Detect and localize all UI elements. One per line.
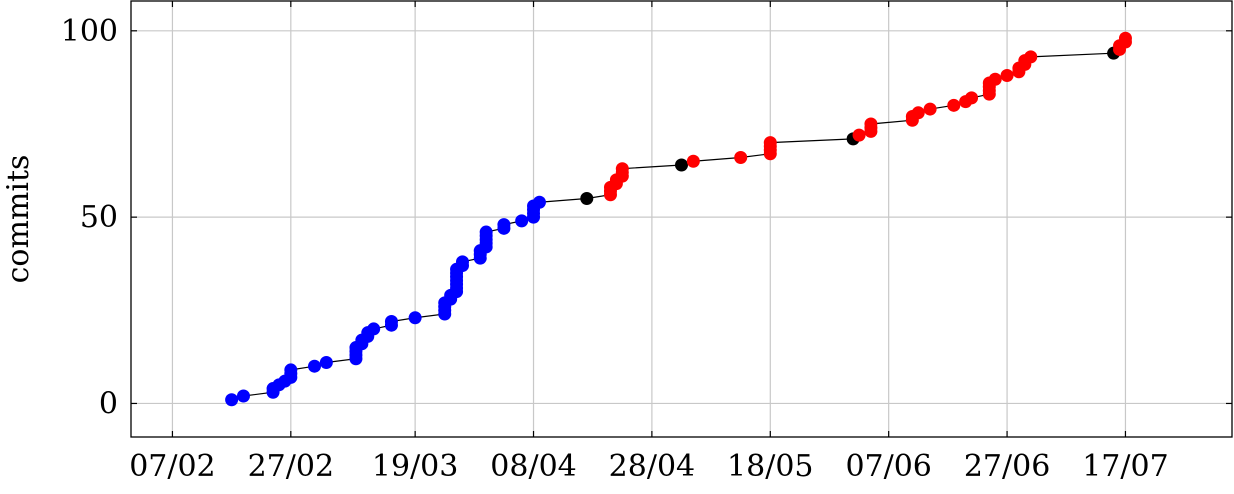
y-tick-label: 100 [61, 14, 118, 49]
data-point [1024, 50, 1038, 64]
x-tick-labels: 07/02 27/02 19/03 08/04 28/04 18/05 07/06 27/06… [129, 449, 1168, 484]
data-point [479, 225, 493, 239]
data-point [580, 192, 594, 205]
x-tick-label: 19/03 [372, 449, 458, 484]
data-point [864, 117, 878, 131]
data-point [686, 154, 700, 168]
data-point [965, 91, 979, 105]
x-tick-label: 27/02 [248, 449, 334, 484]
plot-frame [130, 0, 1233, 438]
data-point [532, 195, 546, 209]
x-tick-label: 28/04 [609, 449, 695, 484]
data-point [515, 214, 529, 228]
data-point [384, 314, 398, 328]
data-point [734, 151, 748, 165]
data-point [675, 158, 688, 172]
x-tick-label: 07/02 [129, 449, 215, 484]
data-point [763, 136, 777, 150]
data-point [947, 98, 961, 112]
x-tick-label: 08/04 [490, 449, 576, 484]
data-points [225, 31, 1132, 407]
x-tick-label: 18/05 [727, 449, 813, 484]
y-axis-label: commits [1, 155, 36, 284]
data-point [923, 102, 937, 116]
y-tick-label: 0 [99, 386, 118, 421]
x-tick-label: 17/07 [1082, 449, 1168, 484]
data-point [236, 389, 250, 403]
data-point [988, 72, 1002, 86]
data-point [497, 218, 511, 232]
data-point [408, 311, 422, 325]
data-point [615, 162, 629, 176]
y-tick-label: 50 [80, 200, 118, 235]
axis-ticks [131, 1, 1232, 437]
data-point [1000, 69, 1014, 83]
data-point [284, 363, 298, 377]
data-point [852, 128, 866, 142]
data-point [1118, 31, 1132, 45]
data-point [319, 355, 333, 369]
data-point [308, 359, 321, 373]
grid [131, 1, 1232, 437]
x-tick-label: 27/06 [964, 449, 1050, 484]
data-point [367, 322, 381, 336]
data-point [225, 393, 239, 407]
y-tick-labels: 0 50 100 [61, 14, 118, 422]
data-point [455, 255, 469, 269]
data-point [911, 106, 925, 120]
x-tick-label: 07/06 [845, 449, 931, 484]
